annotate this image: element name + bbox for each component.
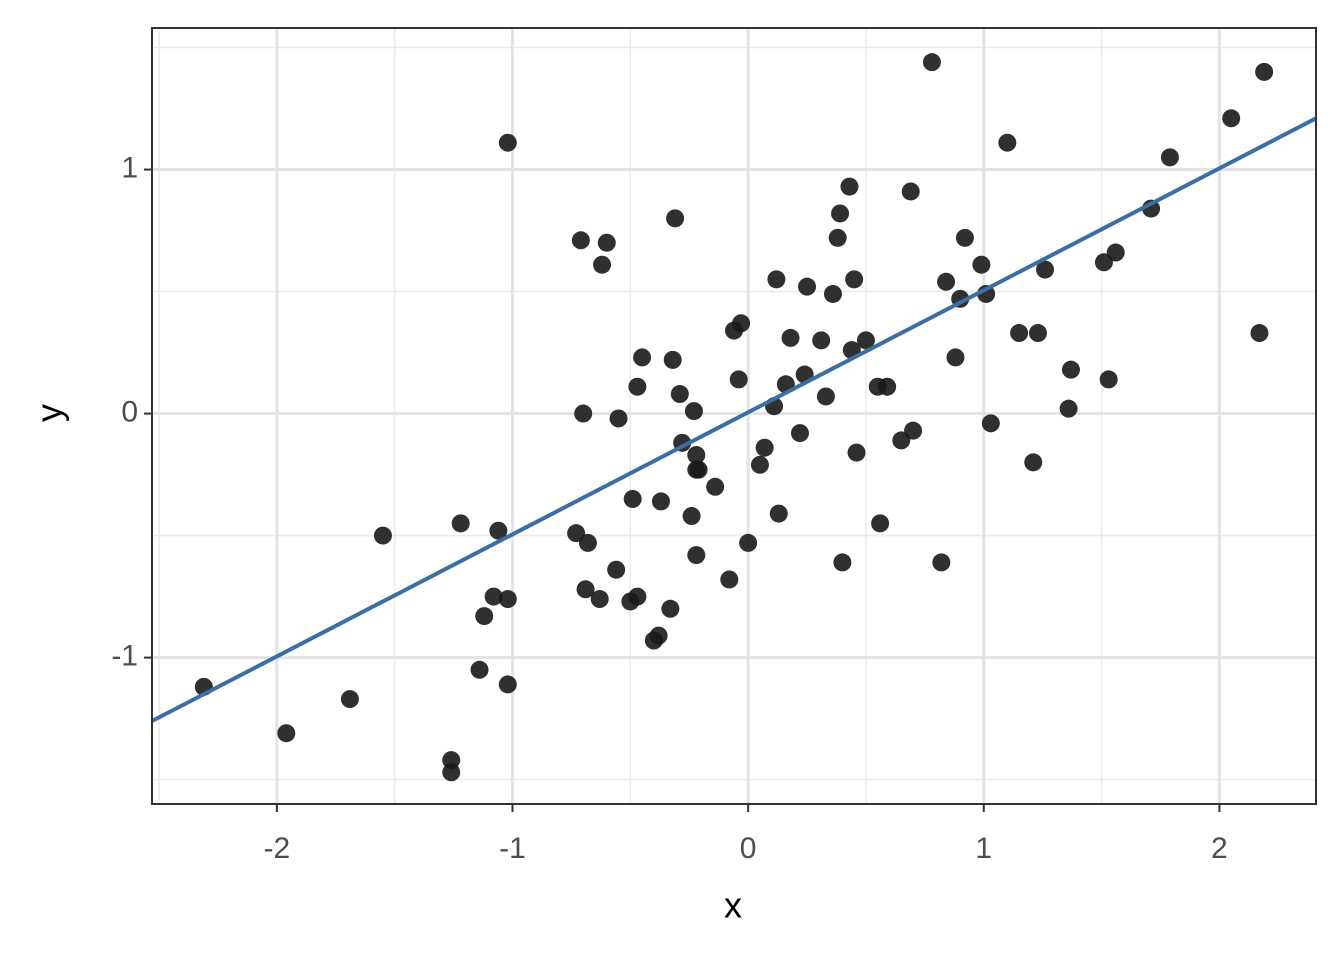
point [739, 533, 758, 552]
point [633, 348, 652, 367]
point [878, 377, 897, 396]
point [871, 514, 890, 533]
point [706, 477, 725, 496]
point [661, 599, 680, 618]
point [684, 402, 703, 421]
x-tick-label: 2 [1211, 832, 1228, 865]
point [1106, 243, 1125, 262]
point [781, 328, 800, 347]
point [628, 377, 647, 396]
point [946, 348, 965, 367]
point [932, 553, 951, 572]
point [574, 404, 593, 423]
point [498, 590, 517, 609]
point [682, 507, 701, 526]
point [1099, 370, 1118, 389]
point [1010, 324, 1029, 343]
point [1061, 360, 1080, 379]
point [373, 526, 392, 545]
point [828, 228, 847, 247]
point [1255, 62, 1274, 81]
point [607, 560, 626, 579]
point [856, 331, 875, 350]
point [1222, 109, 1241, 128]
point [484, 587, 503, 606]
point [498, 133, 517, 152]
point [1250, 324, 1269, 343]
point [451, 514, 470, 533]
point [670, 385, 689, 404]
point [1059, 399, 1078, 418]
point [937, 272, 956, 291]
point [475, 607, 494, 626]
point [823, 284, 842, 303]
point [628, 587, 647, 606]
grid [152, 28, 1316, 804]
point [750, 455, 769, 474]
point [816, 387, 835, 406]
x-axis-title: x [724, 885, 742, 926]
y-tick-label: 1 [121, 151, 138, 184]
point [904, 421, 923, 440]
point [663, 350, 682, 369]
y-axis-title: y [29, 404, 70, 422]
point [1160, 148, 1179, 167]
point [571, 231, 590, 250]
point [687, 546, 706, 565]
point [623, 489, 642, 508]
point [689, 460, 708, 479]
point [755, 438, 774, 457]
point [812, 331, 831, 350]
plot-marks [151, 53, 1317, 782]
point [593, 255, 612, 274]
point [972, 255, 991, 274]
y-tick-label: -1 [111, 640, 138, 673]
point [1024, 453, 1043, 472]
point [1036, 260, 1055, 279]
point [277, 724, 296, 743]
point [597, 233, 616, 252]
point [790, 424, 809, 443]
x-tick-label: 1 [975, 832, 992, 865]
point [590, 590, 609, 609]
point [576, 580, 595, 599]
point [729, 370, 748, 389]
x-tick-label: 0 [740, 832, 757, 865]
point [833, 553, 852, 572]
point [498, 675, 517, 694]
point [840, 177, 859, 196]
point [442, 763, 461, 782]
y-tick-label: 0 [121, 395, 138, 428]
point [981, 414, 1000, 433]
x-tick-label: -2 [264, 832, 291, 865]
point [769, 504, 788, 523]
point [998, 133, 1017, 152]
point [922, 53, 941, 72]
panel-border [151, 27, 1317, 805]
point [720, 570, 739, 589]
point [340, 690, 359, 709]
point [847, 443, 866, 462]
point [732, 314, 751, 333]
point [831, 204, 850, 223]
point [666, 209, 685, 228]
point [489, 521, 508, 540]
fit-line [151, 116, 1317, 723]
point [651, 492, 670, 511]
point [470, 660, 489, 679]
point [955, 228, 974, 247]
point [609, 409, 628, 428]
point [649, 626, 668, 645]
point [1028, 324, 1047, 343]
point [578, 533, 597, 552]
point [798, 277, 817, 296]
point [901, 182, 920, 201]
point [687, 446, 706, 465]
x-tick-label: -1 [499, 832, 526, 865]
point [845, 270, 864, 289]
point [767, 270, 786, 289]
